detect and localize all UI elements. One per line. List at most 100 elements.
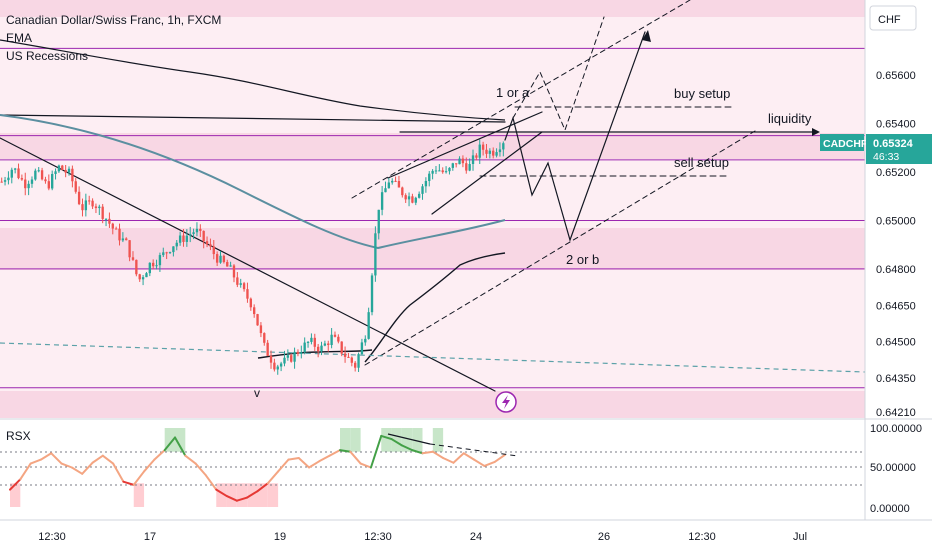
rsx-segment bbox=[256, 482, 269, 493]
rsx-segment bbox=[60, 462, 73, 469]
time-tick: 17 bbox=[144, 531, 156, 543]
candle-body bbox=[451, 163, 454, 168]
descending-trendline bbox=[0, 137, 496, 392]
candle-body bbox=[236, 277, 239, 285]
candle-body bbox=[205, 241, 209, 245]
candle-body bbox=[30, 179, 34, 184]
candle-body bbox=[475, 155, 478, 158]
candle-body bbox=[394, 180, 397, 182]
candle-body bbox=[71, 168, 74, 182]
candle-body bbox=[431, 170, 434, 174]
svg-text:0.65324: 0.65324 bbox=[873, 138, 914, 150]
candle-body bbox=[253, 307, 256, 315]
lightning-icon[interactable] bbox=[495, 391, 517, 413]
rsx-segment bbox=[29, 458, 42, 465]
rsx-segment bbox=[184, 454, 197, 465]
candle-body bbox=[61, 165, 64, 170]
candle-body bbox=[316, 346, 320, 352]
candle-body bbox=[185, 235, 189, 242]
candle-body bbox=[57, 165, 61, 172]
rsx-segment bbox=[308, 460, 321, 469]
rsx-tick-0: 0.00000 bbox=[870, 503, 910, 515]
ema-long-line bbox=[0, 39, 506, 121]
price-tick: 0.64350 bbox=[876, 373, 916, 385]
rsx-segment bbox=[50, 452, 63, 465]
candle-body bbox=[340, 341, 343, 354]
candle-body bbox=[51, 173, 54, 189]
candle-body bbox=[34, 170, 37, 180]
candle-body bbox=[384, 188, 387, 193]
candle-body bbox=[370, 275, 374, 313]
rsx-segment bbox=[390, 438, 403, 447]
rsx-overbought-shade bbox=[164, 428, 175, 452]
indicator-recessions[interactable]: US Recessions bbox=[6, 49, 88, 63]
candle-body bbox=[13, 168, 17, 170]
candle-body bbox=[354, 362, 357, 368]
rsx-oversold-shade bbox=[216, 483, 227, 507]
ema-short-line bbox=[364, 252, 506, 363]
rsx-label: RSX bbox=[6, 429, 31, 443]
candle-body bbox=[401, 187, 404, 196]
rsx-overbought-shade bbox=[175, 428, 186, 452]
candle-body bbox=[0, 181, 3, 183]
rsx-segment bbox=[112, 462, 125, 483]
candle-body bbox=[249, 298, 252, 308]
rsx-line bbox=[9, 434, 506, 502]
candle-body bbox=[155, 265, 158, 267]
rsx-overbought-shade bbox=[391, 428, 402, 452]
candle-body bbox=[306, 341, 310, 343]
zone-upper bbox=[0, 133, 865, 159]
rsx-segment bbox=[442, 457, 455, 464]
candle-body bbox=[360, 342, 364, 355]
wedge-upper bbox=[387, 111, 543, 179]
projected-arrowhead bbox=[642, 30, 651, 42]
candle-body bbox=[232, 265, 236, 278]
price-tick: 0.65600 bbox=[876, 70, 916, 82]
candle-body bbox=[7, 177, 10, 181]
rsx-segment bbox=[174, 436, 187, 457]
candle-body bbox=[330, 334, 333, 346]
candle-body bbox=[300, 352, 303, 354]
price-badge: CADCHF 0.65324 46:33 bbox=[820, 134, 932, 164]
candle-body bbox=[182, 235, 185, 242]
rsx-segment bbox=[194, 462, 207, 477]
candle-body bbox=[138, 274, 141, 280]
rsx-segment bbox=[9, 478, 22, 491]
candle-body bbox=[347, 356, 350, 358]
indicator-ema[interactable]: EMA bbox=[6, 31, 32, 45]
candle-body bbox=[310, 337, 313, 342]
rsx-oversold-shade bbox=[226, 483, 237, 507]
candle-body bbox=[377, 209, 380, 234]
time-axis-ticks[interactable]: 12:30 17 19 12:30 24 26 12:30 Jul bbox=[38, 531, 807, 543]
rsx-tick-100: 100.00000 bbox=[870, 423, 922, 435]
zone-light-2 bbox=[0, 270, 865, 391]
candle-body bbox=[84, 200, 88, 211]
time-tick: 24 bbox=[470, 531, 482, 543]
rsx-segment bbox=[400, 444, 414, 452]
price-tick: 0.64500 bbox=[876, 337, 916, 349]
candle-body bbox=[27, 183, 30, 189]
rsx-segment bbox=[359, 462, 372, 469]
candle-body bbox=[387, 182, 391, 189]
candle-body bbox=[438, 170, 441, 172]
rsx-segment bbox=[339, 449, 352, 453]
candle-body bbox=[492, 150, 495, 156]
candle-body bbox=[246, 289, 249, 299]
candle-body bbox=[481, 144, 485, 150]
rsx-segment bbox=[380, 434, 393, 441]
candle-body bbox=[273, 362, 276, 370]
candle-body bbox=[327, 343, 330, 346]
candle-body bbox=[290, 355, 293, 362]
rsx-overbought-shade bbox=[412, 428, 423, 452]
rsx-segment bbox=[101, 454, 115, 465]
svg-text:CADCHF: CADCHF bbox=[823, 138, 868, 150]
candle-body bbox=[118, 228, 121, 241]
candle-body bbox=[131, 257, 135, 260]
price-axis-ticks[interactable]: 0.65600 0.65400 0.65200 0.65000 0.64800 0.646… bbox=[876, 70, 916, 419]
currency-button[interactable]: CHF bbox=[869, 5, 917, 31]
candle-body bbox=[485, 149, 488, 154]
candle-body bbox=[259, 325, 263, 334]
candle-body bbox=[226, 262, 229, 267]
rsx-segment bbox=[132, 470, 146, 486]
